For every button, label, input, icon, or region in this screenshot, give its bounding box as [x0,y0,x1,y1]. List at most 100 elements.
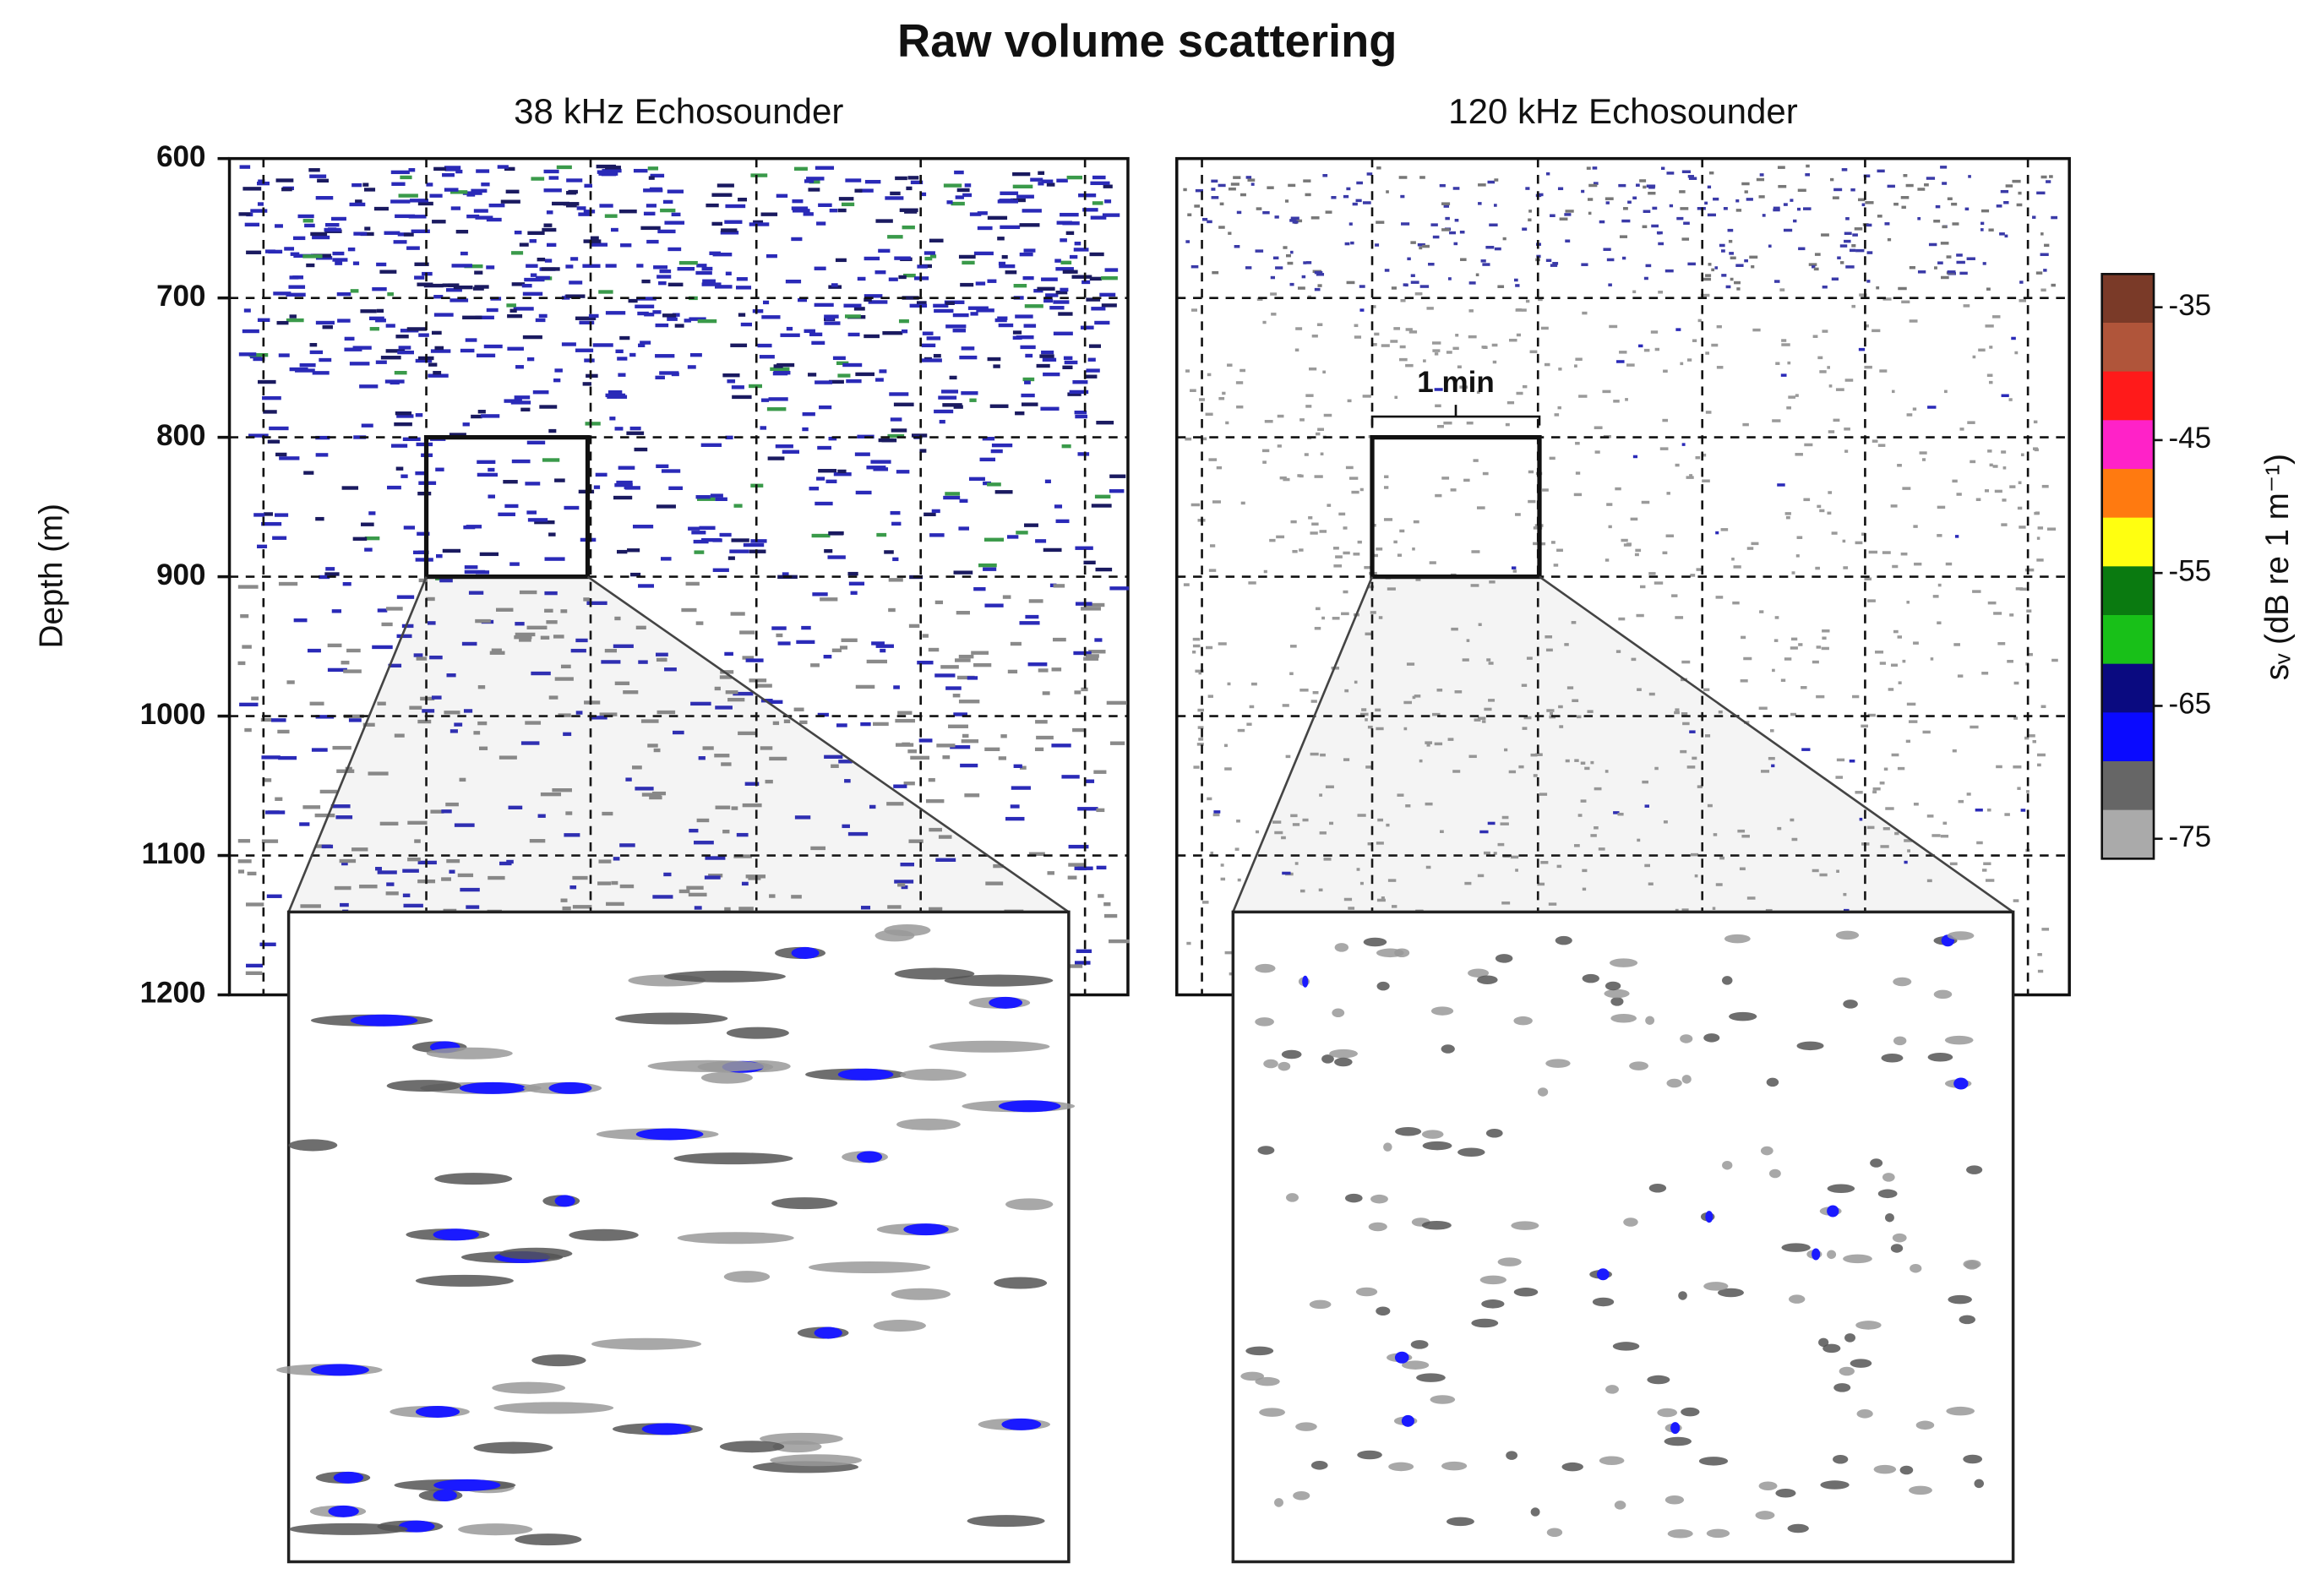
echo [662,313,677,318]
echo [531,177,545,181]
echo [997,237,1005,241]
echo [2002,498,2007,502]
echo [1804,443,1813,447]
echo [1544,362,1550,367]
echo [1593,182,1599,185]
echo [1329,821,1334,825]
echo [1992,315,2001,319]
echo [542,458,560,462]
echo [1626,363,1635,367]
echo [379,270,397,274]
echo [351,182,362,188]
echo [934,600,944,605]
colorbar-band [2101,420,2155,470]
echo-blob [1698,1457,1729,1466]
echo [924,256,933,261]
echo [1207,695,1213,698]
echo-blob [1495,954,1513,963]
echo-blob [1915,1420,1935,1430]
echo [1454,218,1459,222]
echo [1901,205,1906,210]
echo [777,641,791,645]
echo [1468,281,1476,285]
echo [1525,187,1530,190]
echo [1054,504,1063,509]
echo [1211,179,1218,183]
echo [522,291,543,296]
echo [460,887,480,892]
echo [246,250,262,254]
echo-blob [1610,1013,1637,1023]
echo [417,531,430,536]
echo [1512,569,1517,573]
echo [302,254,323,259]
echo [1434,352,1439,356]
echo [1069,254,1078,259]
echo [702,279,716,283]
echo [1550,264,1558,267]
echo [1287,261,1294,265]
echo [1688,177,1697,180]
echo [1784,657,1792,661]
echo [1746,198,1753,201]
echo [796,640,815,645]
echo [929,254,937,259]
echo [1665,534,1674,538]
echo-blob [1310,1461,1328,1470]
echo [1235,381,1244,384]
echo [1022,275,1034,281]
echo [575,316,597,320]
echo [1317,428,1325,431]
echo [1598,847,1605,851]
echo [314,813,335,818]
echo [720,231,739,235]
echo [251,696,259,700]
echo [364,536,380,541]
echo [1526,656,1533,660]
echo [657,229,676,234]
echo [979,457,996,462]
echo [1390,340,1398,343]
echo [792,199,804,204]
echo [763,300,770,305]
echo [1841,168,1848,172]
echo [1109,474,1126,478]
echo-blob [515,1533,582,1546]
echo [1515,869,1518,872]
echo [1386,190,1389,193]
echo [1012,184,1033,188]
echo [720,670,734,674]
echo [969,212,982,216]
echo-blob [1873,1464,1897,1474]
echo [449,433,466,437]
echo [1913,641,1919,645]
colorbar-tick-label: -65 [2169,688,2212,721]
echo [261,839,279,843]
echo [353,232,368,236]
echo [1632,290,1637,294]
echo [1348,477,1359,480]
echo-blob [1890,1244,1904,1253]
echo [331,216,346,221]
echo [390,444,408,448]
echo [1255,249,1264,253]
echo-blob [896,1118,961,1130]
echo [1654,581,1664,585]
echo [343,714,364,719]
echo [1702,453,1707,457]
echo [1908,720,1918,723]
echo [1037,286,1055,291]
echo [1508,338,1517,342]
echo [2009,485,2016,488]
echo [900,862,915,867]
echo [1681,908,1689,912]
echo [1435,404,1441,408]
echo [1780,373,1787,377]
echo-blob [1430,1006,1454,1016]
echo [1746,547,1754,550]
echo [818,203,832,207]
echo [1968,175,1971,178]
echo-blob [492,1381,566,1394]
echo [646,239,659,244]
echo [1775,362,1780,365]
